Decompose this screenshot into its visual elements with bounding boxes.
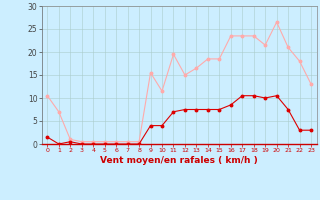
X-axis label: Vent moyen/en rafales ( km/h ): Vent moyen/en rafales ( km/h ) — [100, 156, 258, 165]
